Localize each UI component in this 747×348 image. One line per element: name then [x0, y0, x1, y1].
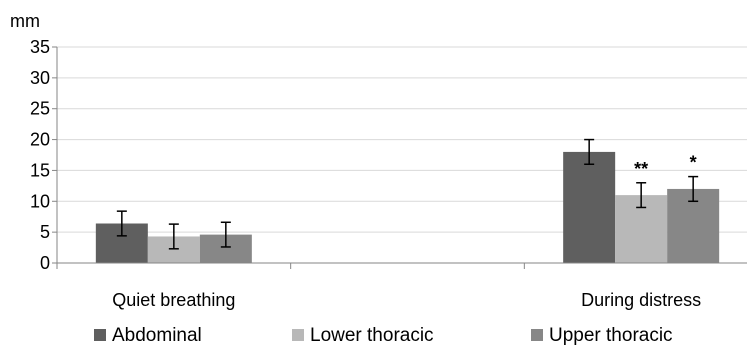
legend-label: Upper thoracic	[549, 325, 673, 346]
y-tick-label: 10	[30, 191, 50, 211]
axes	[56, 47, 747, 269]
category-label: Quiet breathing	[112, 290, 235, 310]
error-bars	[116, 138, 699, 250]
y-tick-label: 25	[30, 99, 50, 119]
y-tick-label: 5	[40, 222, 50, 242]
annotations: ** *	[634, 153, 697, 179]
y-tick-label: 15	[30, 160, 50, 180]
legend-swatch	[94, 329, 106, 341]
legend-swatch	[292, 329, 304, 341]
legend: Abdominal Lower thoracic Upper thoracic	[94, 325, 673, 346]
category-labels: Quiet breathing During distress	[112, 290, 701, 310]
gridlines	[57, 46, 747, 233]
y-axis-ticks: 0 5 10 15 20 25 30 35	[30, 37, 57, 273]
legend-swatch	[531, 329, 543, 341]
legend-label: Lower thoracic	[310, 325, 434, 346]
y-tick-label: 0	[40, 253, 50, 273]
y-tick-label: 35	[30, 37, 50, 57]
y-axis-label: mm	[10, 11, 40, 31]
y-tick-label: 30	[30, 68, 50, 88]
bar	[563, 151, 616, 263]
significance-marker: *	[690, 153, 697, 173]
legend-label: Abdominal	[112, 325, 202, 346]
category-label: During distress	[581, 290, 701, 310]
significance-marker: **	[634, 159, 648, 179]
y-tick-label: 20	[30, 130, 50, 150]
bars	[95, 151, 720, 263]
